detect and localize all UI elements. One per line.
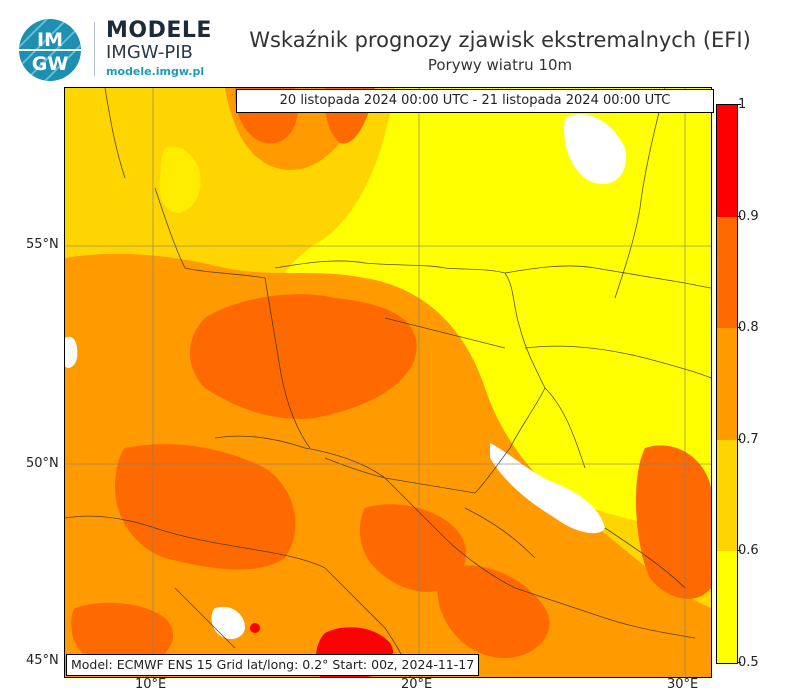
svg-text:IM: IM [37, 29, 63, 51]
logo-separator [94, 22, 95, 76]
colorbar-band-0.9-1 [717, 105, 737, 217]
colorbar-tick-0.9: 0.9 [738, 209, 759, 224]
model-info: Model: ECMWF ENS 15 Grid lat/long: 0.2° … [66, 654, 480, 676]
colorbar [716, 104, 738, 664]
imgw-badge-icon: IM GW [18, 19, 82, 81]
colorbar-band-0.8-0.9 [717, 216, 737, 329]
colorbar-tick-0.5: 0.5 [738, 655, 759, 670]
colorbar-tick-1: 1 [738, 97, 747, 112]
colorbar-band-0.6-0.7 [717, 439, 737, 552]
colorbar-tick-0.7: 0.7 [738, 432, 759, 447]
colorbar-tick-0.8: 0.8 [738, 320, 759, 335]
efi-map [64, 87, 712, 678]
lat-label-55: 55°N [26, 237, 59, 252]
page-title: Wskaźnik prognozy zjawisk ekstremalnych … [249, 28, 751, 52]
page-subtitle: Porywy wiatru 10m [427, 56, 573, 74]
lon-label-20: 20°E [401, 677, 433, 692]
colorbar-band-0.5-0.6 [717, 551, 737, 663]
colorbar-tick-0.6: 0.6 [738, 543, 759, 558]
lon-label-10: 10°E [135, 677, 167, 692]
imgw-logo: IM GW MODELE IMGW-PIB modele.imgw.pl [14, 16, 211, 81]
forecast-period: 20 listopada 2024 00:00 UTC - 21 listopa… [236, 89, 714, 113]
logo-brand: MODELE [106, 18, 212, 43]
colorbar-band-0.7-0.8 [717, 328, 737, 440]
lon-label-30: 30°E [667, 677, 699, 692]
svg-text:GW: GW [32, 53, 69, 75]
logo-url[interactable]: modele.imgw.pl [106, 65, 205, 78]
lat-label-45: 45°N [26, 653, 59, 668]
logo-org: IMGW-PIB [106, 42, 193, 63]
efi-field [65, 88, 711, 677]
lat-label-50: 50°N [26, 456, 59, 471]
